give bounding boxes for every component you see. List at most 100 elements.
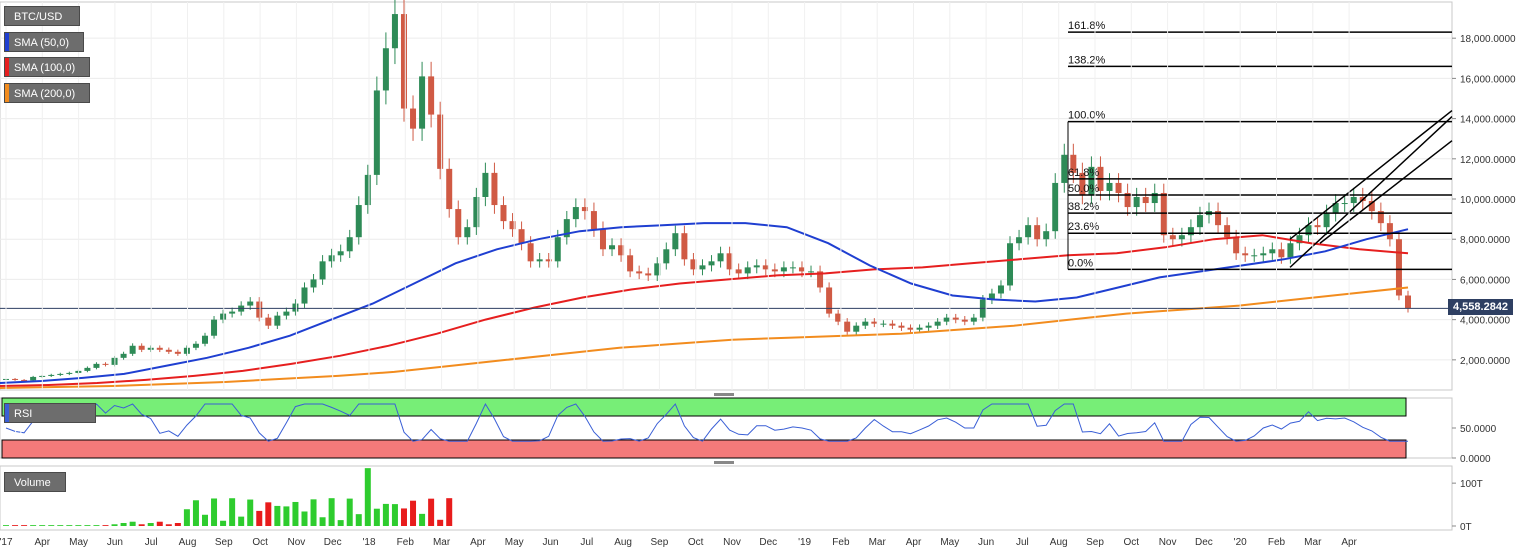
volume-bar [220, 520, 227, 526]
candle-body [183, 347, 190, 354]
sma50-line [0, 222, 1409, 384]
volume-bar [174, 523, 181, 526]
candle-body [744, 267, 751, 274]
volume-bar [84, 525, 91, 526]
candle-body [129, 345, 136, 354]
candle-body [419, 76, 426, 129]
candle-body [789, 267, 796, 269]
candle-body [590, 211, 597, 230]
candle-body [1305, 225, 1312, 236]
legend-sma50[interactable]: SMA (50,0) [4, 32, 84, 52]
time-tick-label: Aug [1050, 537, 1068, 548]
candle-body [1341, 203, 1348, 205]
volume-plot-area [0, 465, 1453, 531]
candle-body [446, 168, 453, 210]
candle-body [247, 301, 254, 306]
volume-bar [292, 501, 299, 526]
candle-body [174, 351, 181, 354]
candle-body [455, 209, 462, 238]
volume-bar [355, 514, 362, 526]
candle-body [1196, 215, 1203, 228]
legend-volume-label: Volume [14, 477, 51, 489]
candle-body [1007, 243, 1014, 286]
candle-body [1386, 223, 1393, 240]
candle-body [898, 325, 905, 328]
legend-sma100[interactable]: SMA (100,0) [4, 57, 90, 77]
candle-body [274, 315, 281, 326]
current-price-tag: 4,558.2842 [1448, 299, 1514, 315]
volume-bar [93, 525, 100, 526]
candle-body [138, 345, 145, 350]
legend-symbol-label: BTC/USD [14, 11, 63, 23]
volume-bar [346, 498, 353, 526]
time-tick-label: Jun [107, 537, 123, 548]
volume-bar [364, 468, 371, 526]
candle-body [120, 353, 127, 358]
candle-body [1314, 225, 1321, 228]
candle-body [753, 265, 760, 268]
candle-body [771, 269, 778, 272]
volume-bar [265, 502, 272, 526]
time-tick-label: '18 [362, 537, 375, 548]
volume-bar [102, 525, 109, 526]
sma200-swatch [5, 84, 9, 102]
time-tick-label: Apr [35, 537, 51, 548]
candle-body [952, 317, 959, 320]
candle-body [1296, 235, 1303, 244]
time-tick-label: Jul [580, 537, 593, 548]
candle-body [256, 301, 263, 318]
candle-body [934, 321, 941, 326]
time-tick-label: Feb [832, 537, 850, 548]
rsi-line [5, 402, 1408, 442]
candle-body [654, 263, 661, 276]
time-tick-label: Sep [215, 537, 233, 548]
volume-bar [57, 525, 64, 526]
time-tick-label: '17 [0, 537, 13, 548]
volume-bar [211, 498, 218, 526]
candle-body [1233, 237, 1240, 254]
rsi-oversold-zone [1, 439, 1407, 459]
candle-body [988, 293, 995, 300]
volume-tick-label: 100T [1460, 479, 1483, 490]
volume-bar [147, 523, 154, 526]
legend-symbol[interactable]: BTC/USD [4, 6, 80, 26]
time-tick-label: Aug [614, 537, 632, 548]
time-tick-label: May [69, 537, 88, 548]
time-tick-label: Mar [1304, 537, 1322, 548]
volume-bar [201, 514, 208, 526]
legend-sma200[interactable]: SMA (200,0) [4, 83, 90, 103]
price-tick-label: 2,000.0000 [1460, 356, 1510, 367]
candle-body [57, 373, 64, 375]
legend-rsi[interactable]: RSI (14,70,30,1) [4, 403, 96, 440]
candle-body [527, 243, 534, 262]
volume-bar [129, 521, 136, 526]
volume-bar [111, 524, 118, 526]
volume-bar [391, 504, 398, 526]
candle-body [410, 108, 417, 129]
candle-body [102, 363, 109, 365]
candle-body [1323, 213, 1330, 228]
fib-level-label: 38.2% [1068, 201, 1099, 213]
candle-body [292, 303, 299, 312]
candle-body [880, 323, 887, 325]
volume-bar [319, 517, 326, 526]
candle-body [609, 245, 616, 250]
candle-body [1178, 235, 1185, 240]
candle-body [1043, 231, 1050, 240]
candle-body [265, 317, 272, 326]
time-tick-label: Jun [542, 537, 558, 548]
candle-body [1025, 225, 1032, 238]
time-tick-label: Aug [179, 537, 197, 548]
candle-body [889, 323, 896, 326]
candle-body [636, 271, 643, 274]
time-tick-label: '19 [798, 537, 811, 548]
legend-volume[interactable]: Volume [4, 472, 66, 492]
channel-line-upper [1289, 116, 1453, 268]
candle-body [1133, 197, 1140, 208]
candle-body [554, 237, 561, 262]
time-tick-label: Sep [651, 537, 669, 548]
time-tick-label: May [505, 537, 524, 548]
rsi-tick-label: 50.0000 [1460, 424, 1497, 435]
candle-body [862, 321, 869, 326]
